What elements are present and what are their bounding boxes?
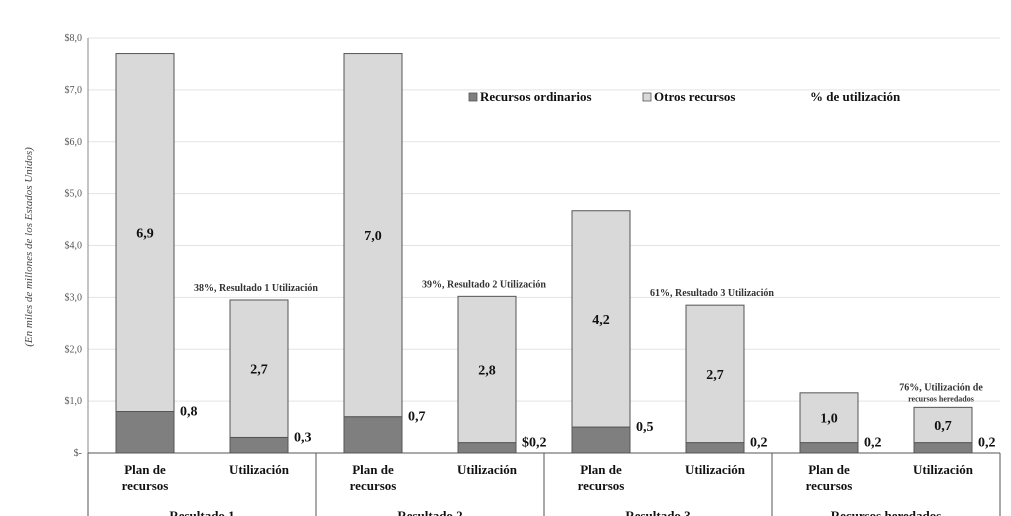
bar-otros-recursos [799, 392, 859, 444]
utilization-annotation: 61%, Resultado 3 Utilización [650, 288, 774, 299]
data-label-ordinarios: 0,2 [864, 436, 882, 451]
bar-otros-recursos [571, 210, 631, 428]
legend-swatch-otros [642, 92, 652, 102]
x-category-label: recursos [122, 478, 169, 493]
x-category-label: Utilización [685, 462, 746, 477]
utilization-annotation: 39%, Resultado 2 Utilización [422, 279, 546, 290]
y-tick-label: $- [74, 448, 82, 459]
bar-otros-recursos [913, 406, 973, 444]
bar-recursos-ordinarios [685, 442, 745, 454]
y-tick-label: $2,0 [65, 344, 83, 355]
data-label-ordinarios: 0,2 [978, 436, 996, 451]
data-label-otros: 2,7 [250, 363, 268, 378]
bars [115, 53, 973, 454]
bar-otros-recursos [343, 53, 403, 418]
x-group-label: Resultado 1 [169, 508, 234, 516]
data-label-ordinarios: $0,2 [522, 436, 547, 451]
utilization-annotation: 38%, Resultado 1 Utilización [194, 283, 318, 294]
data-label-otros: 7,0 [364, 229, 382, 244]
legend-label-utilizacion: % de utilización [810, 89, 901, 104]
x-category-label: Plan de [580, 462, 622, 477]
x-category-label: Plan de [124, 462, 166, 477]
legend-label-otros: Otros recursos [654, 89, 735, 104]
bar-otros-recursos [685, 304, 745, 444]
data-label-ordinarios: 0,8 [180, 405, 198, 420]
data-label-ordinarios: 0,3 [294, 430, 312, 445]
x-category-label: Plan de [808, 462, 850, 477]
utilization-annotation: recursos heredados [908, 394, 974, 403]
x-category-label: Plan de [352, 462, 394, 477]
x-category-label: recursos [578, 478, 625, 493]
y-tick-label: $6,0 [65, 137, 83, 148]
data-labels: 6,9 0,8 2,7 0,3 7,0 0,7 2,8 $0,2 4,2 0,5 2,7 0,2 1,0… [136, 227, 995, 451]
y-tick-label: $7,0 [65, 85, 83, 96]
data-label-ordinarios: 0,2 [750, 436, 768, 451]
y-tick-label: $3,0 [65, 292, 83, 303]
data-label-otros: 1,0 [820, 412, 838, 427]
legend: Recursos ordinarios Otros recursos % de ut… [468, 89, 901, 104]
data-label-ordinarios: 0,5 [636, 420, 654, 435]
bar-recursos-ordinarios [229, 436, 289, 454]
bar-recursos-ordinarios [799, 442, 859, 454]
y-tick-label: $5,0 [65, 189, 83, 200]
bar-recursos-ordinarios [343, 416, 403, 454]
x-category-label: recursos [806, 478, 853, 493]
data-label-otros: 2,8 [478, 363, 496, 378]
bar-recursos-ordinarios [457, 442, 517, 454]
legend-label-ordinarios: Recursos ordinarios [480, 89, 592, 104]
y-tick-label: $4,0 [65, 241, 83, 252]
x-group-label: Recursos heredados [831, 508, 942, 516]
annotations: 38%, Resultado 1 Utilización 39%, Resulta… [194, 279, 983, 403]
x-category-label: Utilización [229, 462, 290, 477]
y-axis: $- $1,0 $2,0 $3,0 $4,0 $5,0 $6,0 $7,0 $8,0 [65, 33, 89, 459]
bar-otros-recursos [115, 53, 175, 412]
data-label-otros: 6,9 [136, 227, 154, 242]
data-label-otros: 0,7 [934, 419, 952, 434]
bar-recursos-ordinarios [571, 426, 631, 454]
utilization-annotation: 76%, Utilización de [899, 382, 983, 393]
data-label-otros: 2,7 [706, 368, 724, 383]
x-category-label: Utilización [457, 462, 518, 477]
x-group-label: Resultado 3 [625, 508, 691, 516]
y-tick-label: $1,0 [65, 396, 83, 407]
data-label-ordinarios: 0,7 [408, 410, 426, 425]
bar-recursos-ordinarios [913, 442, 973, 454]
legend-swatch-ordinarios [468, 92, 478, 102]
x-group-label: Resultado 2 [397, 508, 462, 516]
x-category-label: Utilización [913, 462, 974, 477]
y-tick-label: $8,0 [65, 33, 83, 44]
bar-otros-recursos [457, 295, 517, 444]
y-axis-label: (En miles de millones de los Estados Uni… [23, 147, 35, 347]
data-label-otros: 4,2 [592, 313, 610, 328]
x-category-label: recursos [350, 478, 397, 493]
bar-recursos-ordinarios [115, 411, 175, 454]
bar-otros-recursos [229, 299, 289, 438]
